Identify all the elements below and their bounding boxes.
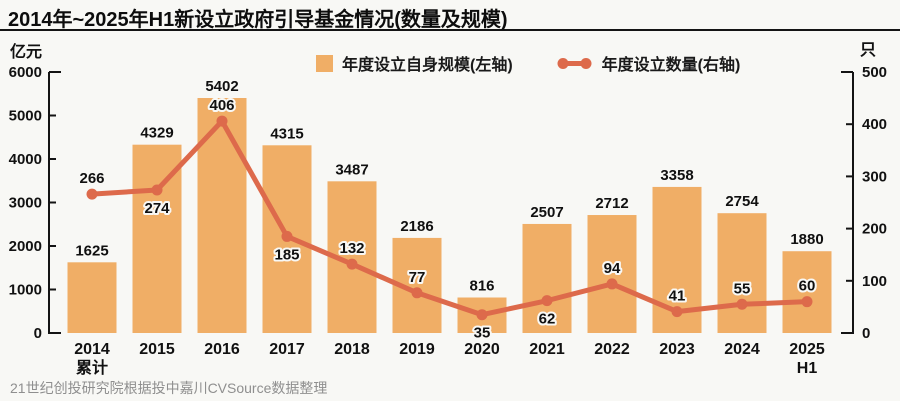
svg-text:5000: 5000	[9, 108, 42, 125]
svg-text:1880: 1880	[790, 231, 823, 248]
legend-item-bar: 年度设立自身规模(左轴)	[316, 51, 513, 75]
svg-text:60: 60	[799, 278, 816, 295]
svg-text:35: 35	[474, 325, 491, 342]
svg-text:2023: 2023	[659, 341, 695, 358]
legend-bar-label: 年度设立自身规模(左轴)	[342, 57, 513, 74]
svg-text:266: 266	[79, 170, 104, 187]
svg-text:2015: 2015	[139, 341, 175, 358]
svg-text:4329: 4329	[140, 125, 173, 142]
svg-text:累计: 累计	[76, 358, 108, 377]
svg-text:406: 406	[209, 97, 234, 114]
svg-text:2022: 2022	[594, 341, 630, 358]
left-axis-unit-label: 亿元	[10, 44, 43, 61]
svg-text:2014: 2014	[74, 341, 110, 358]
svg-text:500: 500	[862, 64, 887, 81]
svg-text:3487: 3487	[335, 161, 368, 178]
svg-text:2020: 2020	[464, 341, 500, 358]
svg-text:0: 0	[34, 325, 42, 342]
svg-text:3358: 3358	[660, 167, 693, 184]
svg-text:2025: 2025	[789, 341, 825, 358]
svg-text:H1: H1	[797, 360, 818, 377]
svg-text:274: 274	[144, 200, 170, 217]
legend: 年度设立自身规模(左轴) 年度设立数量(右轴)	[316, 51, 740, 75]
svg-text:3000: 3000	[9, 195, 42, 212]
svg-text:100: 100	[862, 273, 887, 290]
svg-text:2000: 2000	[9, 238, 42, 255]
svg-text:816: 816	[469, 278, 494, 295]
svg-text:2017: 2017	[269, 341, 305, 358]
right-axis-unit-label: 只	[860, 42, 877, 59]
title-bar: 2014年~2025年H1新设立政府引导基金情况(数量及规模)	[0, 0, 900, 31]
legend-line-label: 年度设立数量(右轴)	[601, 57, 741, 74]
svg-text:185: 185	[274, 246, 299, 263]
svg-text:300: 300	[862, 168, 887, 185]
svg-text:4315: 4315	[270, 125, 303, 142]
svg-text:6000: 6000	[9, 64, 42, 81]
svg-text:2019: 2019	[399, 341, 435, 358]
svg-text:2507: 2507	[530, 204, 563, 221]
svg-text:200: 200	[862, 221, 887, 238]
svg-text:400: 400	[862, 116, 887, 133]
svg-text:1625: 1625	[75, 242, 108, 259]
legend-item-line: 年度设立数量(右轴)	[557, 51, 741, 75]
svg-text:4000: 4000	[9, 151, 42, 168]
svg-text:62: 62	[539, 311, 556, 328]
page-title: 2014年~2025年H1新设立政府引导基金情况(数量及规模)	[8, 9, 508, 31]
svg-text:0: 0	[862, 325, 870, 342]
bar-swatch-icon	[316, 54, 333, 72]
svg-text:94: 94	[604, 260, 621, 277]
svg-text:2754: 2754	[725, 193, 759, 210]
source-note: 21世纪创投研究院根据投中嘉川CVSource数据整理	[10, 380, 328, 396]
svg-text:2024: 2024	[724, 341, 760, 358]
svg-text:2712: 2712	[595, 195, 628, 212]
svg-text:5402: 5402	[205, 78, 238, 95]
svg-text:2186: 2186	[400, 218, 433, 235]
svg-text:132: 132	[339, 240, 364, 257]
svg-text:41: 41	[669, 288, 686, 305]
svg-text:55: 55	[734, 280, 751, 297]
svg-text:2021: 2021	[529, 341, 565, 358]
svg-text:2018: 2018	[334, 341, 370, 358]
line-marker-icon	[557, 57, 593, 70]
svg-text:2016: 2016	[204, 341, 240, 358]
svg-text:1000: 1000	[9, 282, 42, 299]
svg-text:77: 77	[409, 269, 426, 286]
